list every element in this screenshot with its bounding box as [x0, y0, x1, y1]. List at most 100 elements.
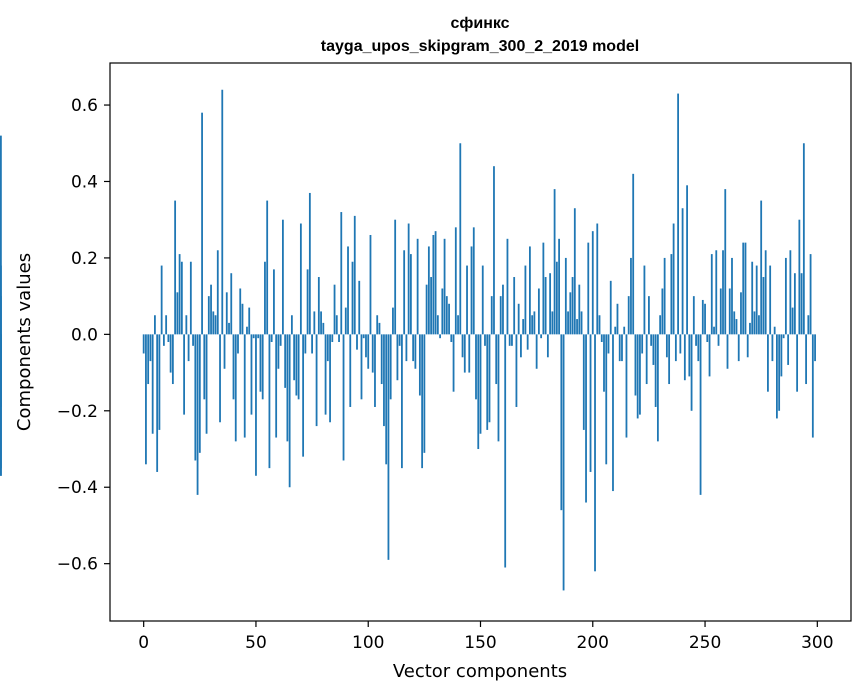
bar: [598, 315, 601, 335]
bar: [145, 334, 147, 465]
bar: [555, 261, 558, 335]
bar: [142, 334, 145, 354]
bar: [630, 257, 632, 335]
bar: [448, 303, 450, 335]
bar: [726, 334, 729, 369]
bar: [264, 261, 266, 335]
bar: [493, 166, 495, 335]
bar: [374, 334, 376, 407]
bar: [553, 189, 556, 335]
x-axis-ticks: 0 50 100 150 200 250 300: [138, 621, 834, 653]
bar: [362, 334, 365, 339]
bar: [356, 334, 358, 350]
bar: [371, 334, 374, 373]
bar: [436, 315, 439, 335]
bar: [540, 334, 543, 339]
bar: [668, 334, 671, 385]
bar: [587, 242, 590, 335]
bar: [331, 334, 334, 342]
bar: [728, 288, 731, 335]
bar: [466, 265, 468, 335]
bar: [340, 212, 343, 335]
bar: [531, 315, 534, 335]
bar: [719, 288, 722, 335]
bar: [692, 296, 695, 335]
bar: [495, 334, 498, 385]
bar: [192, 334, 194, 346]
bar: [174, 200, 177, 335]
bar: [299, 223, 302, 335]
bar: [243, 334, 246, 438]
bar: [230, 273, 233, 335]
bar: [632, 173, 635, 335]
bar: [232, 334, 235, 400]
bar: [183, 334, 185, 415]
bar: [746, 334, 749, 358]
x-tick-label: 100: [352, 633, 384, 653]
bar: [605, 334, 608, 465]
bar: [654, 334, 657, 407]
bar: [742, 242, 745, 335]
bar: [697, 334, 700, 362]
bar: [546, 334, 549, 358]
chart-title: сфинкс: [450, 15, 509, 32]
bar: [529, 246, 531, 335]
bar: [250, 334, 253, 415]
bar: [526, 334, 529, 350]
bar: [679, 334, 682, 354]
bar: [690, 334, 693, 411]
bar: [311, 334, 313, 354]
bar: [767, 334, 769, 392]
bar: [661, 288, 664, 335]
bar: [760, 200, 763, 335]
bar: [342, 334, 345, 461]
bar: [221, 89, 224, 335]
bar: [268, 334, 271, 469]
bar: [409, 254, 412, 335]
bar: [784, 257, 787, 335]
bar: [162, 334, 165, 346]
bar: [627, 296, 630, 335]
bar: [255, 334, 257, 476]
bar: [401, 334, 403, 469]
bar: [266, 200, 269, 335]
bar: [430, 277, 432, 335]
bar: [807, 315, 810, 335]
y-tick-label: 0.6: [71, 96, 98, 116]
bar: [778, 334, 781, 411]
bar: [780, 334, 783, 377]
bar: [201, 112, 203, 335]
bar: [533, 311, 536, 335]
bar: [257, 334, 260, 339]
bar: [194, 334, 197, 461]
bar: [385, 334, 388, 465]
bar: [275, 334, 278, 438]
bar: [499, 296, 502, 335]
bar: [623, 326, 626, 335]
bar: [744, 242, 747, 335]
bar: [304, 334, 307, 354]
bar: [677, 93, 679, 335]
bar: [443, 238, 446, 335]
bar: [567, 311, 569, 335]
bar: [506, 238, 509, 335]
bar: [273, 269, 275, 335]
bar: [187, 334, 190, 362]
bar: [513, 277, 516, 335]
bar: [367, 334, 370, 369]
bar: [214, 315, 217, 335]
bar: [151, 334, 154, 434]
bar: [203, 334, 206, 400]
bar: [589, 334, 592, 472]
bar: [634, 334, 637, 396]
bar: [147, 334, 150, 385]
y-axis-label: Components values: [14, 253, 35, 431]
bar: [324, 334, 327, 415]
bar: [165, 315, 168, 335]
bar: [210, 284, 212, 335]
bar: [380, 334, 383, 385]
bar: [239, 288, 242, 335]
bar: [306, 269, 309, 335]
